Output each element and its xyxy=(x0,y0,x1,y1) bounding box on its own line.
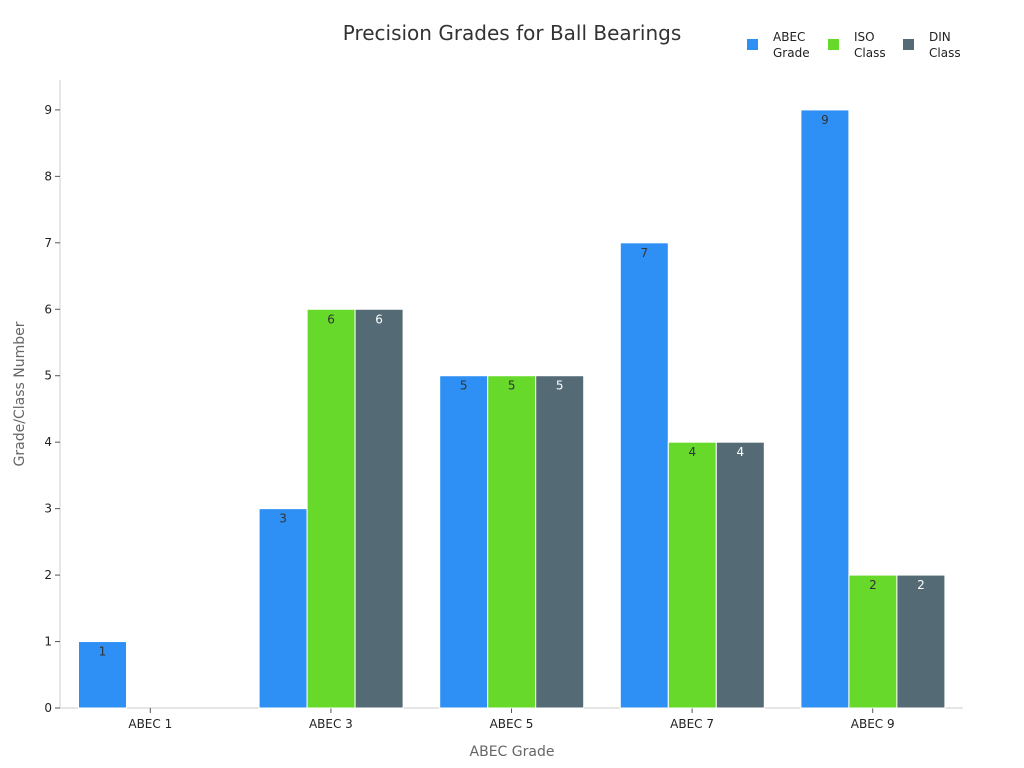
y-tick-label: 7 xyxy=(44,236,52,250)
legend: ABEC Grade ISO Class DIN Class xyxy=(747,30,961,60)
chart-title: Precision Grades for Ball Bearings xyxy=(343,21,682,45)
bar-iso-class xyxy=(487,375,537,709)
x-tick-label: ABEC 1 xyxy=(128,717,172,731)
legend-label: DIN xyxy=(929,30,951,44)
data-labels: 1 3 5 7 9 6 5 4 2 6 5 4 2 xyxy=(99,113,925,659)
data-label: 1 xyxy=(99,645,107,659)
axes: 0 1 2 3 4 5 6 7 8 9 ABEC 1 ABEC 3 ABEC 5 ABEC 7 ABEC 9 xyxy=(44,80,963,731)
y-axis-title: Grade/Class Number xyxy=(12,321,28,466)
data-label: 5 xyxy=(508,379,516,393)
data-label: 5 xyxy=(460,379,468,393)
bar-din-class xyxy=(535,375,585,709)
y-tick-label: 5 xyxy=(44,369,52,383)
y-tick-label: 1 xyxy=(44,635,52,649)
legend-label: ISO xyxy=(854,30,875,44)
data-label: 7 xyxy=(640,246,648,260)
y-tick-label: 0 xyxy=(44,701,52,715)
x-axis-title: ABEC Grade xyxy=(470,744,555,760)
bar-abec-grade xyxy=(258,508,308,709)
legend-label: Grade xyxy=(773,46,810,60)
x-tick-label: ABEC 3 xyxy=(309,717,353,731)
bar-abec-grade xyxy=(619,242,669,709)
data-label: 5 xyxy=(556,379,564,393)
bar-abec-grade xyxy=(78,641,127,709)
data-label: 4 xyxy=(688,445,696,459)
legend-label: Class xyxy=(929,46,961,60)
data-label: 3 xyxy=(279,512,287,526)
data-label: 6 xyxy=(375,312,383,326)
legend-swatch xyxy=(903,39,914,50)
x-tick-label: ABEC 9 xyxy=(851,717,895,731)
data-label: 2 xyxy=(869,578,877,592)
bar-din-class xyxy=(354,308,404,709)
y-tick-label: 3 xyxy=(44,502,52,516)
data-label: 6 xyxy=(327,312,335,326)
legend-label: Class xyxy=(854,46,886,60)
bar-iso-class xyxy=(306,308,356,709)
y-tick-label: 2 xyxy=(44,568,52,582)
x-tick-label: ABEC 5 xyxy=(490,717,534,731)
bar-abec-grade xyxy=(800,109,850,709)
legend-swatch xyxy=(828,39,839,50)
bar-iso-class xyxy=(848,574,898,709)
bar-din-class xyxy=(715,441,765,709)
x-tick-label: ABEC 7 xyxy=(670,717,714,731)
bar-din-class xyxy=(896,574,946,709)
bar-iso-class xyxy=(667,441,717,709)
y-tick-label: 4 xyxy=(44,435,52,449)
y-tick-label: 8 xyxy=(44,169,52,183)
y-tick-label: 9 xyxy=(44,103,52,117)
y-tick-label: 6 xyxy=(44,302,52,316)
data-label: 9 xyxy=(821,113,829,127)
data-label: 4 xyxy=(736,445,744,459)
bar-abec-grade xyxy=(439,375,489,709)
legend-swatch xyxy=(747,39,758,50)
data-label: 2 xyxy=(917,578,925,592)
bars xyxy=(78,109,946,709)
legend-label: ABEC xyxy=(773,30,805,44)
